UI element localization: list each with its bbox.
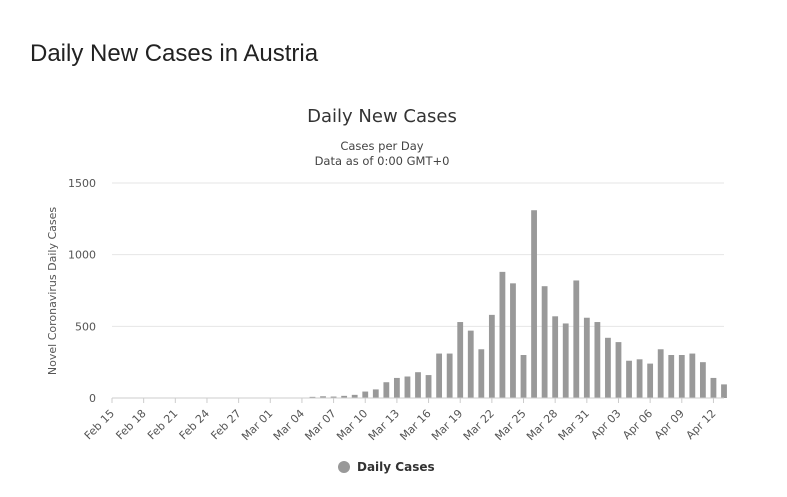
chart-subtitle-line-1: Cases per Day [340,139,423,153]
bar[interactable] [552,316,559,398]
x-tick-label: Mar 19 [429,407,465,443]
bar[interactable] [478,349,485,398]
x-tick-label: Feb 18 [113,407,148,442]
bar[interactable] [488,314,495,398]
bar[interactable] [636,359,643,398]
x-tick-label: Mar 31 [556,407,592,443]
bar[interactable] [605,337,611,398]
x-tick-label: Feb 15 [82,407,117,442]
bar[interactable] [372,389,379,398]
bar[interactable] [541,286,548,398]
page-title: Daily New Cases in Austria [30,40,319,67]
bar[interactable] [341,395,348,398]
bar[interactable] [668,355,675,398]
x-tick-label: Apr 06 [620,407,655,442]
bar[interactable] [446,353,453,398]
x-tick-label: Apr 09 [652,407,687,442]
bar[interactable] [562,323,569,398]
bar[interactable] [583,317,590,398]
bar[interactable] [531,210,537,398]
bar-series-daily-cases[interactable] [214,210,727,399]
bar[interactable] [657,349,664,398]
bar[interactable] [393,377,400,398]
gridlines [112,182,724,327]
y-tick-label: 500 [75,320,96,333]
bar[interactable] [467,330,474,398]
bar[interactable] [320,396,326,398]
y-tick-label: 1000 [68,249,96,262]
bar[interactable] [710,377,717,398]
chart-title: Daily New Cases [307,106,457,127]
bar[interactable] [309,396,316,398]
x-tick-label: Mar 13 [366,407,402,443]
bar[interactable] [510,283,516,398]
bar[interactable] [626,360,632,398]
legend-item-daily-cases[interactable]: Daily Cases [338,460,435,474]
x-tick-label: Mar 07 [302,407,338,443]
bar[interactable] [404,376,411,399]
bar[interactable] [689,353,696,398]
chart-subtitle-line-2: Data as of 0:00 GMT+0 [315,154,450,168]
bar[interactable] [330,396,337,398]
x-tick-label: Feb 27 [208,407,243,442]
legend-label-daily-cases: Daily Cases [357,460,435,474]
y-tick-label: 0 [89,392,96,405]
bar[interactable] [573,280,580,398]
x-tick-label: Mar 25 [492,407,528,443]
x-tick-label: Mar 28 [524,407,560,443]
y-tick-label: 1500 [68,177,96,190]
x-tick-label: Mar 22 [461,407,497,443]
x-tick-label: Apr 03 [589,407,624,442]
bar[interactable] [647,363,654,398]
bar[interactable] [678,355,685,398]
bar[interactable] [721,384,727,398]
bar[interactable] [351,394,358,398]
y-axis-title: Novel Coronavirus Daily Cases [46,207,59,375]
bar[interactable] [699,362,706,398]
x-tick-label: Mar 16 [397,407,433,443]
bar[interactable] [383,382,390,398]
x-tick-label: Mar 01 [239,407,275,443]
bar[interactable] [594,322,601,398]
x-tick-label: Mar 10 [334,407,370,443]
legend-marker [338,461,350,473]
bar[interactable] [362,391,369,398]
x-tick-label: Feb 21 [145,407,180,442]
bar[interactable] [425,375,432,398]
x-tick-label: Apr 12 [684,407,719,442]
x-tick-label: Mar 04 [271,407,307,443]
bar[interactable] [457,322,464,398]
x-tick-label: Feb 24 [177,407,212,442]
bar[interactable] [415,372,421,398]
y-axis-ticks: 0 500 1000 1500 [68,177,96,405]
bar[interactable] [615,342,622,398]
bar[interactable] [499,271,506,398]
bar[interactable] [520,355,527,398]
bar[interactable] [436,353,443,398]
